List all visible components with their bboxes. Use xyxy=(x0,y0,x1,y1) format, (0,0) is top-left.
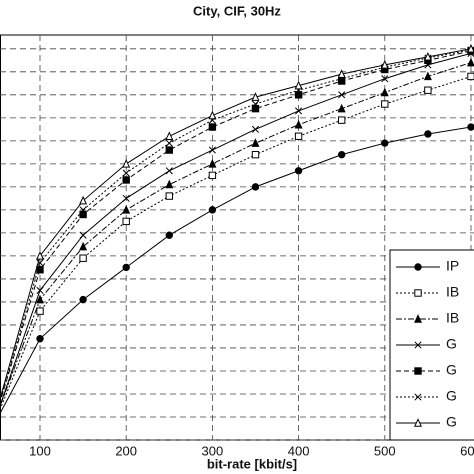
marker xyxy=(208,171,217,180)
marker xyxy=(381,139,389,147)
x-tick-label: 300 xyxy=(202,443,224,458)
marker xyxy=(36,286,44,294)
marker xyxy=(251,104,260,113)
series-line xyxy=(0,62,472,408)
marker xyxy=(467,123,474,131)
marker xyxy=(122,217,130,226)
marker xyxy=(122,169,130,177)
marker xyxy=(79,195,88,205)
marker xyxy=(208,123,217,131)
marker xyxy=(79,210,87,219)
marker xyxy=(337,69,346,78)
marker xyxy=(79,231,87,239)
marker xyxy=(251,100,260,108)
marker xyxy=(251,138,260,147)
legend-label: G xyxy=(446,414,457,430)
x-tick-label: 200 xyxy=(115,443,137,458)
x-tick-label: 500 xyxy=(374,443,396,458)
marker xyxy=(424,130,432,138)
marker xyxy=(79,206,87,214)
marker xyxy=(36,307,44,315)
marker xyxy=(36,294,44,304)
marker xyxy=(467,72,474,81)
marker xyxy=(414,367,422,375)
marker xyxy=(294,91,303,99)
marker xyxy=(165,179,174,189)
marker xyxy=(337,150,346,159)
marker xyxy=(251,150,260,159)
marker xyxy=(338,91,346,99)
x-tick-label: 600 xyxy=(460,443,474,458)
marker xyxy=(414,418,422,427)
marker xyxy=(414,314,422,323)
marker xyxy=(208,206,217,214)
marker xyxy=(294,132,303,140)
marker xyxy=(381,100,389,108)
marker xyxy=(165,192,173,200)
marker xyxy=(36,266,44,274)
marker xyxy=(423,71,432,81)
marker xyxy=(381,75,389,83)
marker xyxy=(165,231,173,239)
x-tick-label: 100 xyxy=(29,443,51,458)
marker xyxy=(122,194,130,202)
series-line xyxy=(0,52,472,408)
marker xyxy=(380,60,389,69)
marker xyxy=(122,263,130,272)
marker xyxy=(466,57,474,67)
chart-title: City, CIF, 30Hz xyxy=(193,3,281,18)
marker xyxy=(337,103,346,113)
marker xyxy=(165,167,173,175)
plot-area xyxy=(0,43,474,422)
marker xyxy=(380,87,389,97)
marker xyxy=(36,335,44,343)
x-axis-label: bit-rate [kbit/s] xyxy=(207,456,297,471)
series-line xyxy=(0,49,472,404)
marker xyxy=(208,146,216,154)
series-line xyxy=(0,50,472,404)
marker xyxy=(337,77,346,85)
legend-label: IB xyxy=(446,284,459,300)
legend-label: G xyxy=(446,388,457,404)
marker xyxy=(337,116,346,124)
marker xyxy=(414,263,422,271)
marker xyxy=(294,80,303,90)
series-line xyxy=(0,75,472,411)
marker xyxy=(165,131,174,140)
marker xyxy=(424,86,432,94)
series-line xyxy=(0,126,472,415)
legend-label: G xyxy=(446,336,457,352)
x-tick-label: 400 xyxy=(288,443,310,458)
marker xyxy=(165,146,173,154)
marker xyxy=(414,393,422,401)
marker xyxy=(122,204,131,214)
marker xyxy=(79,295,87,304)
legend-label: IP xyxy=(446,258,459,274)
marker xyxy=(251,92,260,101)
marker xyxy=(423,51,432,61)
marker xyxy=(466,43,474,53)
marker xyxy=(122,176,130,184)
marker xyxy=(414,289,422,297)
marker xyxy=(122,158,131,168)
marker xyxy=(165,139,173,147)
marker xyxy=(294,119,303,129)
marker xyxy=(36,251,44,260)
marker xyxy=(294,167,303,175)
legend-label: IB xyxy=(446,310,459,326)
legend-label: G xyxy=(446,362,457,378)
marker xyxy=(208,158,217,168)
marker xyxy=(79,254,87,262)
marker xyxy=(79,241,88,251)
series-line xyxy=(0,48,472,401)
marker xyxy=(251,125,260,133)
marker xyxy=(414,341,422,349)
marker xyxy=(251,183,260,191)
marker xyxy=(295,107,303,115)
marker xyxy=(208,110,217,120)
